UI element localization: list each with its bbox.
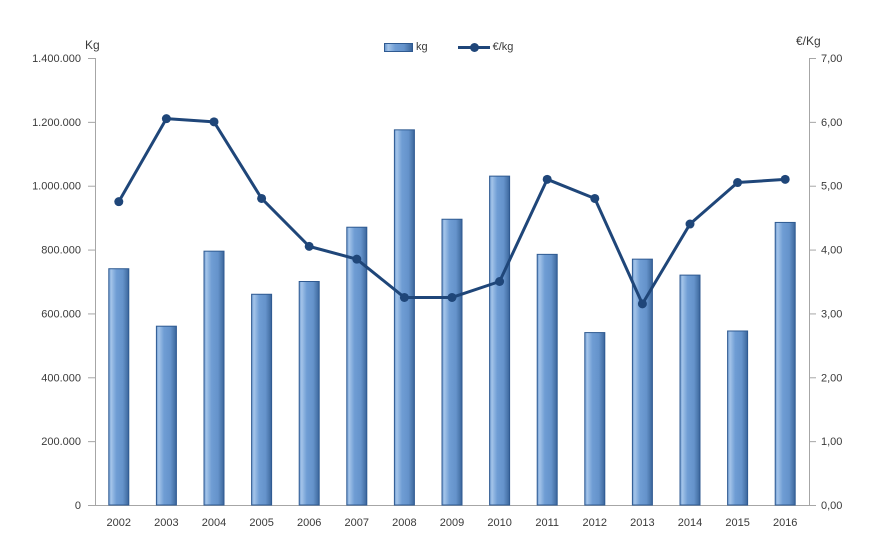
line-marker-2007 [352, 254, 362, 264]
bar-2014 [679, 274, 701, 506]
left-axis-tick-label: 1.200.000 [32, 117, 81, 129]
right-axis-tick-label: 0,00 [821, 500, 842, 512]
left-axis-tick-label: 0 [75, 500, 81, 512]
x-axis-category-label: 2012 [583, 517, 607, 529]
bar-series-swatch-icon [384, 42, 413, 52]
legend-label-kg: kg [416, 41, 428, 53]
x-axis-category-label: 2008 [392, 517, 416, 529]
line-marker-2003 [161, 114, 171, 124]
bar-2007 [346, 226, 368, 506]
bar-2002 [108, 268, 130, 506]
right-axis-tick-label: 6,00 [821, 117, 842, 129]
bar-2012 [584, 332, 606, 506]
right-axis-tick-label: 2,00 [821, 372, 842, 384]
line-series-swatch-icon [457, 42, 490, 52]
x-axis-category-label: 2015 [725, 517, 749, 529]
line-marker-2015 [733, 178, 743, 188]
x-axis-category-label: 2011 [535, 517, 559, 529]
bar-2005 [251, 293, 273, 506]
line-marker-2014 [685, 219, 695, 229]
line-marker-2012 [590, 193, 600, 203]
bar-2004 [203, 250, 225, 506]
legend: kg €/kg [384, 41, 513, 53]
left-axis-tick-label: 1.400.000 [32, 53, 81, 65]
line-marker-2002 [114, 197, 124, 207]
right-axis-tick-label: 7,00 [821, 53, 842, 65]
x-axis-category-label: 2014 [678, 517, 702, 529]
line-marker-2009 [447, 292, 457, 302]
left-axis-tick-label: 1.000.000 [32, 181, 81, 193]
line-marker-2006 [304, 241, 314, 251]
line-marker-2011 [542, 174, 552, 184]
bar-2016 [774, 221, 796, 506]
left-axis-tick-label: 600.000 [41, 308, 81, 320]
x-axis-category-label: 2013 [630, 517, 654, 529]
left-axis-tick-label: 200.000 [41, 436, 81, 448]
x-axis-category-label: 2003 [154, 517, 178, 529]
bar-2006 [298, 281, 320, 506]
bar-2013 [631, 258, 653, 506]
right-axis-title: €/Kg [796, 34, 821, 48]
bar-2003 [155, 325, 177, 506]
line-marker-2010 [495, 277, 505, 286]
x-axis-category-label: 2007 [345, 517, 369, 529]
bar-2009 [441, 218, 463, 506]
bar-2008 [393, 129, 415, 506]
x-axis-category-label: 2010 [487, 517, 511, 529]
line-marker-2016 [780, 174, 790, 184]
left-axis-tick-label: 800.000 [41, 245, 81, 257]
x-axis-category-label: 2006 [297, 517, 321, 529]
x-axis-category-label: 2016 [773, 517, 797, 529]
left-axis-title: Kg [85, 38, 100, 52]
right-axis-tick-label: 3,00 [821, 308, 842, 320]
line-marker-2008 [399, 292, 409, 302]
legend-item-eur-per-kg: €/kg [457, 41, 514, 53]
x-axis-category-label: 2005 [249, 517, 273, 529]
line-marker-2004 [209, 117, 219, 127]
x-axis-category-label: 2009 [440, 517, 464, 529]
legend-item-kg: kg [384, 41, 428, 53]
right-axis-tick-label: 5,00 [821, 181, 842, 193]
right-axis-tick-label: 4,00 [821, 245, 842, 257]
bar-2010 [489, 175, 511, 506]
x-axis-category-label: 2002 [107, 517, 131, 529]
x-axis-category-label: 2004 [202, 517, 226, 529]
legend-label-eur-per-kg: €/kg [492, 41, 514, 53]
bar-2015 [727, 330, 749, 506]
bar-2011 [536, 253, 558, 506]
line-marker-2013 [637, 299, 647, 309]
left-axis-tick-label: 400.000 [41, 372, 81, 384]
right-axis-tick-label: 1,00 [821, 436, 842, 448]
line-marker-2005 [257, 193, 267, 203]
